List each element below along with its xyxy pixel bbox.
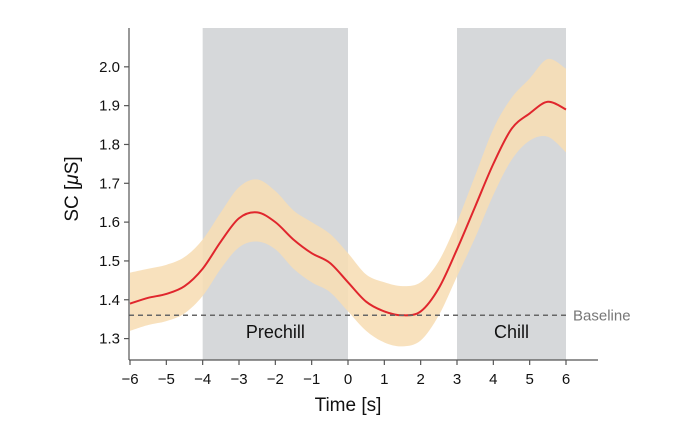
y-axis-title-symbol: μ <box>62 174 83 186</box>
x-tick-label: −1 <box>303 371 320 388</box>
baseline-label: Baseline <box>573 307 631 324</box>
y-tick-label: 1.8 <box>99 136 120 153</box>
region-label-prechill: Prechill <box>246 322 305 342</box>
x-tick-label: 0 <box>344 371 352 388</box>
y-tick-label: 2.0 <box>99 59 120 76</box>
x-tick-label: −6 <box>121 371 138 388</box>
x-tick-label: −3 <box>230 371 247 388</box>
axes-layer <box>124 28 598 365</box>
x-tick-label: −2 <box>267 371 284 388</box>
x-tick-label: 1 <box>380 371 388 388</box>
y-axis-title-suffix: S] <box>62 156 83 174</box>
x-tick-label: 4 <box>489 371 497 388</box>
y-axis-title-prefix: SC [ <box>62 184 83 222</box>
confidence-band <box>130 58 566 347</box>
y-axis-title: SC [μS] <box>62 156 83 221</box>
x-tick-label: 2 <box>416 371 424 388</box>
mean-line-layer <box>129 100 567 317</box>
x-tick-label: 5 <box>525 371 533 388</box>
x-tick-label: 3 <box>453 371 461 388</box>
confidence-band-layer <box>130 58 566 347</box>
y-tick-label: 1.3 <box>99 331 120 348</box>
x-tick-label: −4 <box>194 371 211 388</box>
x-axis-title: Time [s] <box>315 395 382 416</box>
y-tick-label: 1.6 <box>99 214 120 231</box>
mean-line <box>129 100 567 317</box>
labels-layer: Prechill Chill Baseline −6 −5 −4 −3 −2 −1 0 1 2 3 4 5 6… <box>62 59 631 416</box>
y-tick-label: 1.4 <box>99 292 120 309</box>
y-tick-label: 1.5 <box>99 253 120 270</box>
region-label-chill: Chill <box>494 322 529 342</box>
x-tick-label: 6 <box>562 371 570 388</box>
y-tick-label: 1.9 <box>99 98 120 115</box>
x-tick-label: −5 <box>158 371 175 388</box>
y-tick-label: 1.7 <box>99 175 120 192</box>
